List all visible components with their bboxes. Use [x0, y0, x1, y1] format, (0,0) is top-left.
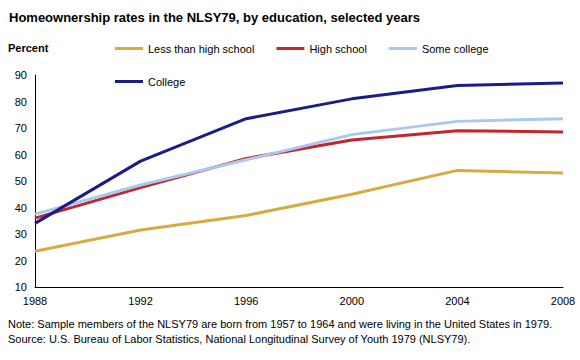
svg-text:Note: Sample members of the NL: Note: Sample members of the NLSY79 are b… — [8, 318, 552, 330]
svg-text:College: College — [148, 76, 185, 88]
svg-text:20: 20 — [15, 255, 27, 267]
svg-text:60: 60 — [15, 149, 27, 161]
svg-text:70: 70 — [15, 122, 27, 134]
svg-text:Less than high school: Less than high school — [148, 43, 254, 55]
svg-text:1988: 1988 — [23, 295, 47, 307]
svg-text:40: 40 — [15, 202, 27, 214]
svg-text:2008: 2008 — [551, 295, 575, 307]
svg-text:High school: High school — [309, 43, 366, 55]
svg-text:30: 30 — [15, 228, 27, 240]
svg-text:10: 10 — [15, 281, 27, 293]
svg-text:2000: 2000 — [340, 295, 364, 307]
svg-text:2004: 2004 — [445, 295, 469, 307]
svg-text:80: 80 — [15, 96, 27, 108]
svg-text:Percent: Percent — [8, 42, 49, 54]
svg-text:1996: 1996 — [234, 295, 258, 307]
svg-text:50: 50 — [15, 175, 27, 187]
svg-text:Source: U.S. Bureau of Labor S: Source: U.S. Bureau of Labor Statistics,… — [8, 333, 470, 345]
svg-text:Homeownership rates in the NLS: Homeownership rates in the NLSY79, by ed… — [9, 10, 420, 25]
svg-text:90: 90 — [15, 69, 27, 81]
svg-text:Some college: Some college — [422, 43, 489, 55]
svg-text:1992: 1992 — [128, 295, 152, 307]
